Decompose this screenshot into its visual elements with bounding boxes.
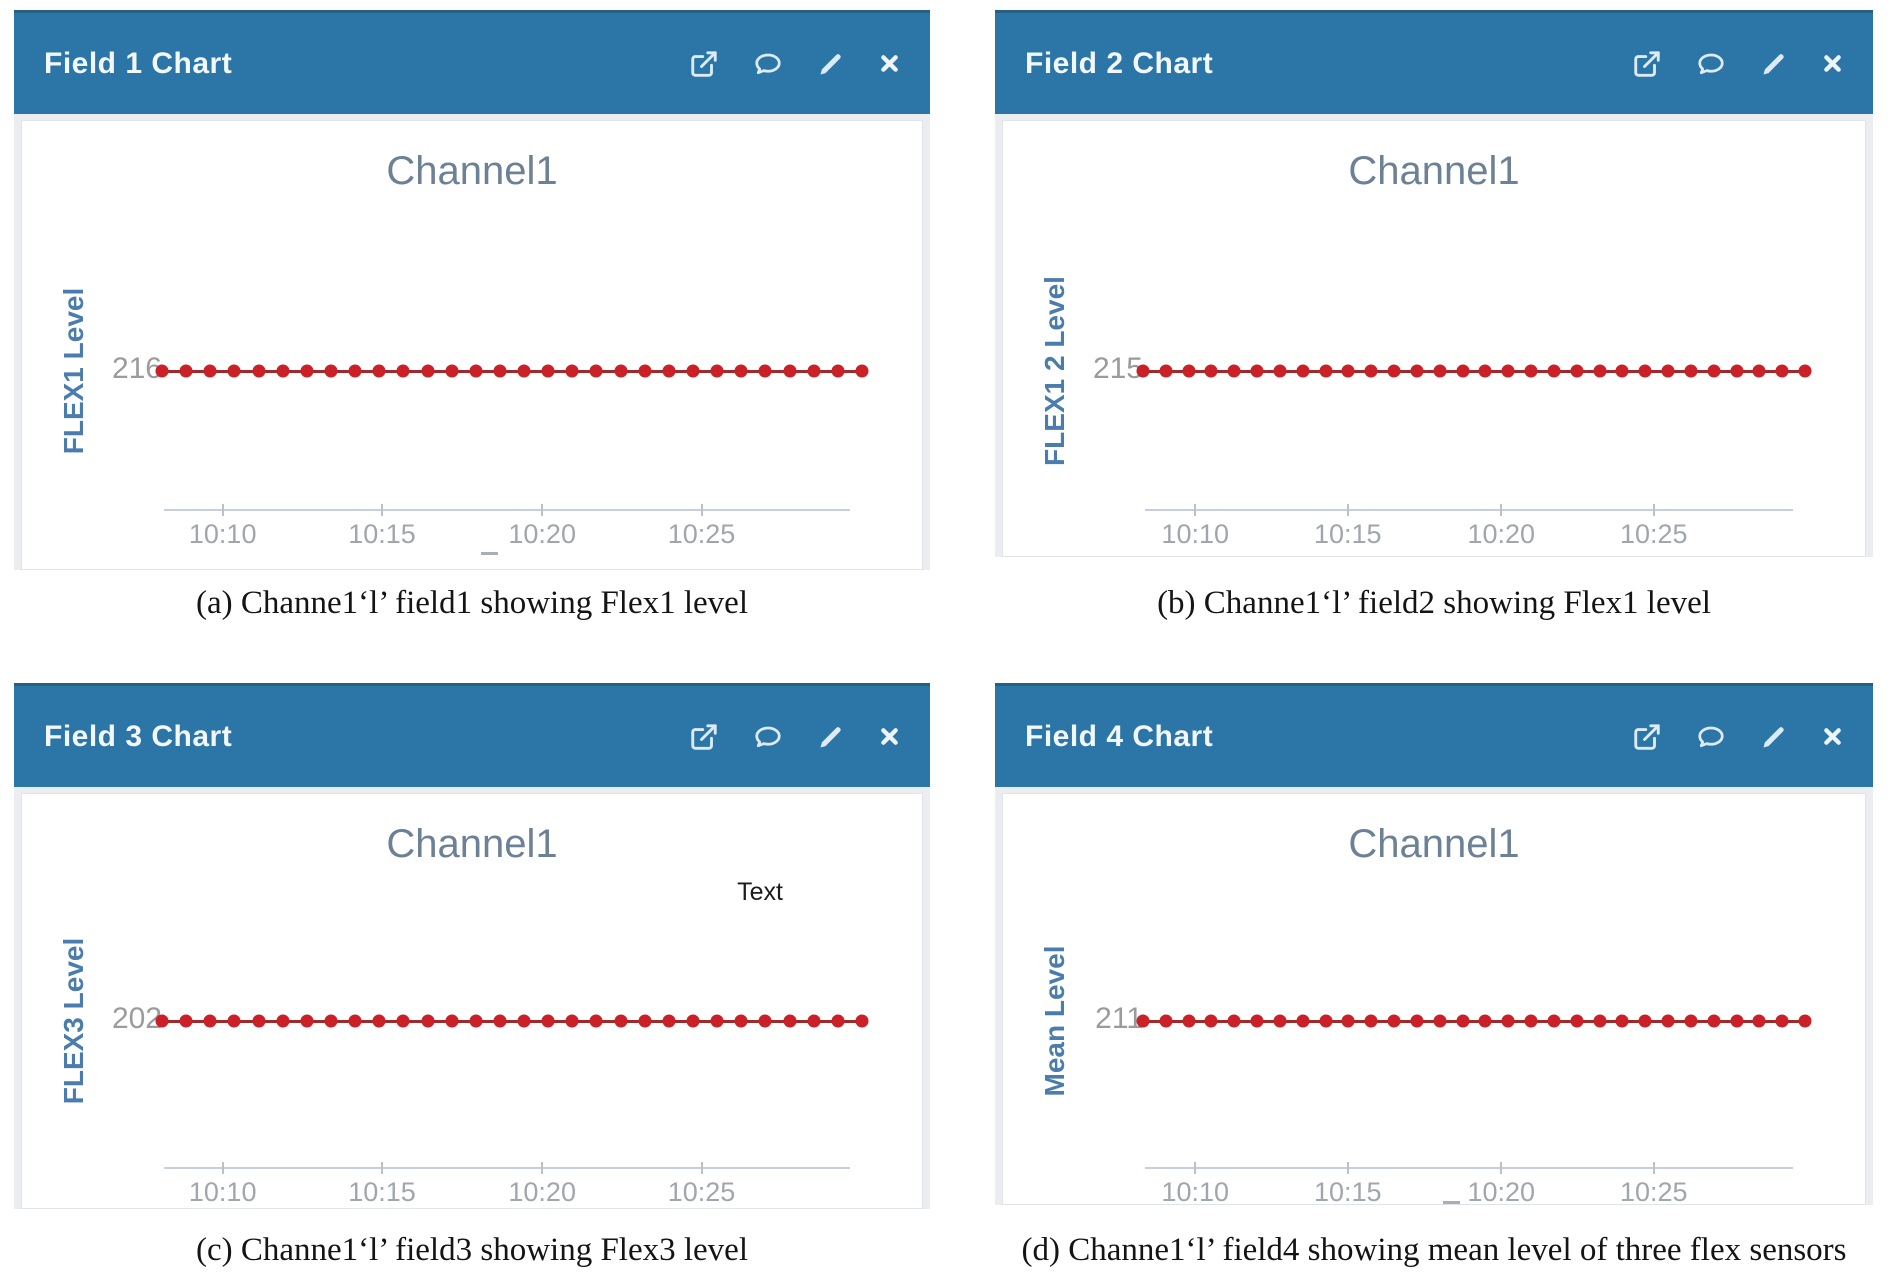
- figure-caption: (d) Channe1‘l’ field4 showing mean level…: [1021, 1232, 1847, 1268]
- figure-caption: (c) Channe1‘l’ field3 showing Flex3 leve…: [196, 1232, 748, 1268]
- x-tick-label: 10:15: [1314, 519, 1382, 549]
- edit-icon[interactable]: [1760, 723, 1788, 751]
- panel-field1-chart: Field 1 Chart Channe: [14, 10, 930, 570]
- x-axis-line: [164, 509, 850, 511]
- x-tick-label: 10:25: [1620, 519, 1688, 549]
- panel-header: Field 1 Chart: [14, 10, 930, 114]
- panel-title: Field 2 Chart: [1025, 46, 1214, 80]
- x-axis-line: [1145, 1167, 1793, 1169]
- x-tick-label: 10:25: [1620, 1177, 1688, 1205]
- panel-header: Field 3 Chart: [14, 683, 930, 787]
- panel-title: Field 4 Chart: [1025, 719, 1214, 753]
- y-tick-label: 202: [111, 1002, 162, 1035]
- panel-field3-chart: Field 3 Chart Channe: [14, 683, 930, 1209]
- x-tick-label: 10:20: [1467, 1177, 1536, 1205]
- figure-field2: Field 2 Chart Channe: [995, 10, 1873, 621]
- edit-icon[interactable]: [817, 723, 845, 751]
- close-icon[interactable]: [879, 726, 900, 747]
- close-icon[interactable]: [1822, 53, 1843, 74]
- figure-field3: Field 3 Chart Channe: [14, 683, 930, 1268]
- x-tick-label: 10:15: [1314, 1177, 1382, 1205]
- y-tick-label: 215: [1092, 352, 1143, 385]
- x-tick-label: 10:20: [508, 519, 576, 549]
- chart-area: Channel1 FLEX1 2 Level 215 10:10 10:15 1…: [1002, 120, 1866, 557]
- x-axis-line: [1145, 509, 1793, 511]
- panel-title: Field 3 Chart: [44, 719, 233, 753]
- y-tick-label: 216: [111, 352, 162, 385]
- cropped-axis-label-dash: [481, 552, 498, 555]
- x-tick-label: 10:25: [667, 1177, 736, 1207]
- edit-icon[interactable]: [817, 50, 845, 78]
- x-tick-label: 10:10: [188, 519, 257, 549]
- panel-header: Field 4 Chart: [995, 683, 1873, 787]
- x-tick-label: 10:20: [508, 1177, 576, 1207]
- external-link-icon[interactable]: [689, 49, 719, 79]
- close-icon[interactable]: [1822, 726, 1843, 747]
- panel-title: Field 1 Chart: [44, 46, 233, 80]
- panel-toolbar: [1632, 722, 1843, 752]
- figure-caption: (b) Channe1‘l’ field2 showing Flex1 leve…: [1157, 585, 1711, 621]
- panel-toolbar: [1632, 49, 1843, 79]
- x-tick-label: 10:20: [1467, 519, 1536, 549]
- x-tick-label: 10:25: [667, 519, 736, 549]
- chart-area: Channel1 FLEX1 Level 216 10:10 10:15 10:…: [21, 120, 923, 570]
- x-tick-label: 10:10: [188, 1177, 257, 1207]
- x-tick-label: 10:10: [1161, 1177, 1229, 1205]
- panel-header: Field 2 Chart: [995, 10, 1873, 114]
- comment-icon[interactable]: [753, 722, 783, 752]
- external-link-icon[interactable]: [689, 722, 719, 752]
- panel-field2-chart: Field 2 Chart Channe: [995, 10, 1873, 557]
- x-tick-label: 10:10: [1161, 519, 1229, 549]
- chart-area: Channel1 Mean Level 211 10:10 10:15 10:2…: [1002, 793, 1866, 1205]
- edit-icon[interactable]: [1760, 50, 1788, 78]
- comment-icon[interactable]: [753, 49, 783, 79]
- chart-title: Channel1: [386, 822, 558, 866]
- panel-toolbar: [689, 722, 900, 752]
- chart-title: Channel1: [386, 149, 558, 193]
- comment-icon[interactable]: [1696, 722, 1726, 752]
- figure-field4: Field 4 Chart Channe: [995, 683, 1873, 1268]
- panel-field4-chart: Field 4 Chart Channe: [995, 683, 1873, 1205]
- figure-field1: Field 1 Chart Channe: [14, 10, 930, 621]
- y-tick-label: 211: [1095, 1002, 1143, 1035]
- panel-toolbar: [689, 49, 900, 79]
- x-tick-label: 10:15: [348, 1177, 416, 1207]
- chart-annotation-text: Text: [737, 878, 783, 906]
- cropped-axis-label-dash: [1442, 1201, 1460, 1204]
- chart-title: Channel1: [1348, 822, 1520, 866]
- close-icon[interactable]: [879, 53, 900, 74]
- comment-icon[interactable]: [1696, 49, 1726, 79]
- x-tick-label: 10:15: [348, 519, 416, 549]
- figure-caption: (a) Channe1‘l’ field1 showing Flex1 leve…: [196, 585, 748, 621]
- external-link-icon[interactable]: [1632, 722, 1662, 752]
- external-link-icon[interactable]: [1632, 49, 1662, 79]
- x-axis-line: [164, 1167, 850, 1169]
- chart-area: Channel1 Text FLEX3 Level 202 10:10 10:1…: [21, 793, 923, 1209]
- chart-title: Channel1: [1348, 149, 1520, 193]
